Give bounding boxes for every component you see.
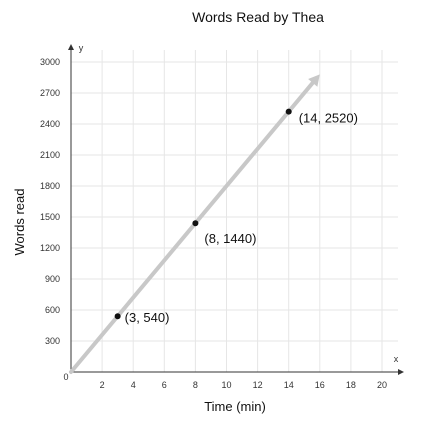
axes: xy [68, 43, 404, 375]
y-tick-label: 600 [45, 305, 60, 315]
data-point [285, 108, 292, 115]
y-tick-label: 900 [45, 274, 60, 284]
x-tick-label: 20 [377, 380, 387, 390]
data-point-label: (8, 1440) [204, 231, 256, 246]
data-point [192, 220, 199, 227]
y-tick-label: 3000 [40, 57, 60, 67]
x-tick-label: 10 [221, 380, 231, 390]
chart-title: Words Read by Thea [192, 9, 324, 25]
x-tick-label: 18 [346, 380, 356, 390]
y-tick-label: 1800 [40, 181, 60, 191]
data-point-label: (14, 2520) [299, 111, 358, 126]
y-axis-arrow [68, 44, 74, 50]
x-tick-label: 4 [131, 380, 136, 390]
y-axis-letter: y [79, 43, 84, 53]
x-tick-label: 16 [315, 380, 325, 390]
y-tick-label: 1500 [40, 212, 60, 222]
data-point-label: (3, 540) [125, 310, 170, 325]
series [69, 74, 320, 374]
y-tick-label: 2100 [40, 150, 60, 160]
data-point [114, 313, 121, 320]
y-tick-label: 300 [45, 336, 60, 346]
data-points: (3, 540) (8, 1440) (14, 2520) [114, 108, 358, 325]
x-tick-label: 8 [193, 380, 198, 390]
x-tick-label: 6 [162, 380, 167, 390]
x-axis-letter: x [394, 354, 399, 364]
x-axis-arrow [398, 369, 404, 375]
x-axis-label: Time (min) [204, 399, 266, 414]
y-tick-label: 2700 [40, 88, 60, 98]
origin-label: 0 [63, 372, 68, 382]
y-axis-label: Words read [12, 189, 27, 256]
y-tick-label: 1200 [40, 243, 60, 253]
y-tick-label: 2400 [40, 119, 60, 129]
tick-labels: 0 2 4 6 8 10 12 14 16 18 20 300 600 900 1200 1500 1800 21… [40, 57, 387, 390]
grid [71, 50, 398, 372]
series-line [69, 80, 315, 374]
x-tick-label: 2 [100, 380, 105, 390]
x-tick-label: 12 [253, 380, 263, 390]
series-arrowhead [308, 74, 320, 87]
x-tick-label: 14 [284, 380, 294, 390]
